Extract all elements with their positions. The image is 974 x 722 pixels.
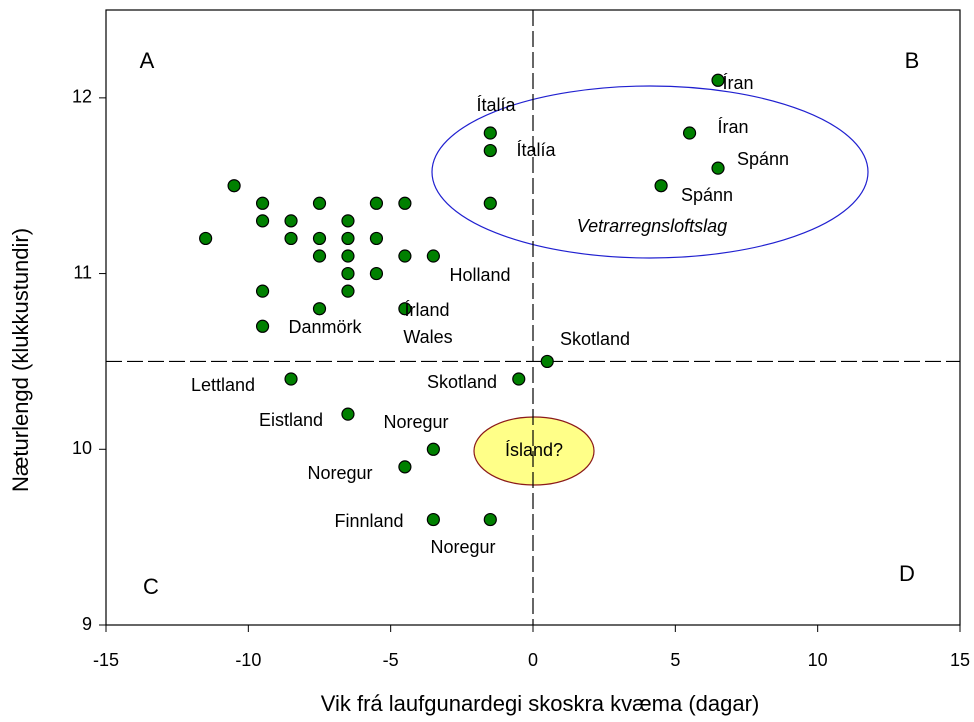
point xyxy=(398,460,412,474)
point xyxy=(426,249,440,263)
point xyxy=(369,196,384,210)
point xyxy=(369,231,384,246)
iceland-ellipse xyxy=(473,416,595,486)
point xyxy=(369,266,384,281)
annotation: Skotland xyxy=(560,329,630,349)
annotation: C xyxy=(143,574,159,599)
annotation: Írland xyxy=(404,300,449,320)
point xyxy=(654,179,668,193)
annotation: Ítalía xyxy=(516,140,556,160)
y-tick-label: 12 xyxy=(72,87,92,107)
point xyxy=(255,284,270,298)
point xyxy=(341,407,355,421)
point xyxy=(341,249,355,263)
point xyxy=(398,196,412,210)
annotation: Vetrarregnsloftslag xyxy=(577,216,727,236)
y-axis-label: Næturlengd (klukkustundir) xyxy=(8,228,33,492)
point xyxy=(711,161,725,175)
annotation: Noregur xyxy=(383,412,448,432)
point xyxy=(711,73,725,87)
annotation: Finnland xyxy=(334,511,403,531)
point xyxy=(199,231,213,246)
x-tick-label: 15 xyxy=(950,650,970,670)
point xyxy=(398,302,412,316)
x-tick-label: 0 xyxy=(528,650,538,670)
annotation: A xyxy=(140,48,155,73)
point xyxy=(483,126,497,140)
point xyxy=(312,196,327,210)
annotation: Danmörk xyxy=(288,317,362,337)
point xyxy=(341,284,355,298)
point xyxy=(312,302,327,316)
point xyxy=(312,249,327,263)
point xyxy=(255,196,270,210)
point xyxy=(512,372,526,386)
point xyxy=(483,196,497,210)
annotation: B xyxy=(905,48,920,73)
x-tick-label: 10 xyxy=(808,650,828,670)
y-tick-label: 10 xyxy=(72,438,92,458)
annotation: Holland xyxy=(449,265,510,285)
point xyxy=(284,231,298,246)
point xyxy=(255,319,270,333)
annotation: Noregur xyxy=(307,463,372,483)
point xyxy=(341,231,355,246)
y-tick-label: 11 xyxy=(73,262,92,282)
annotation: Íran xyxy=(717,117,748,137)
x-tick-label: -5 xyxy=(383,650,399,670)
annotation: Eistland xyxy=(259,410,323,430)
x-axis-label: Vik frá laufgunardegi skoskra kvæma (dag… xyxy=(321,691,760,716)
x-tick-label: 5 xyxy=(670,650,680,670)
x-tick-label: -10 xyxy=(235,650,261,670)
annotation: Spánn xyxy=(737,149,789,169)
point xyxy=(255,214,270,228)
annotation: Ísland? xyxy=(505,440,563,460)
point xyxy=(284,214,298,228)
point xyxy=(341,214,355,228)
point xyxy=(227,179,241,193)
point xyxy=(682,126,697,140)
point xyxy=(426,512,440,527)
point xyxy=(398,249,412,263)
annotation: Skotland xyxy=(427,372,497,392)
annotation: Noregur xyxy=(430,537,495,557)
climate-ellipse xyxy=(431,85,869,259)
point xyxy=(540,354,554,369)
point xyxy=(426,442,440,456)
annotation: D xyxy=(899,561,915,586)
annotation: Íran xyxy=(722,73,753,93)
annotation: Ítalía xyxy=(476,95,516,115)
point xyxy=(312,231,327,246)
point xyxy=(483,143,497,158)
y-tick-label: 9 xyxy=(82,614,92,634)
point xyxy=(483,512,497,527)
annotation: Wales xyxy=(403,327,452,347)
point xyxy=(341,266,355,281)
annotation: Lettland xyxy=(191,375,255,395)
annotation: Spánn xyxy=(681,185,733,205)
x-tick-label: -15 xyxy=(93,650,119,670)
point xyxy=(284,372,298,386)
